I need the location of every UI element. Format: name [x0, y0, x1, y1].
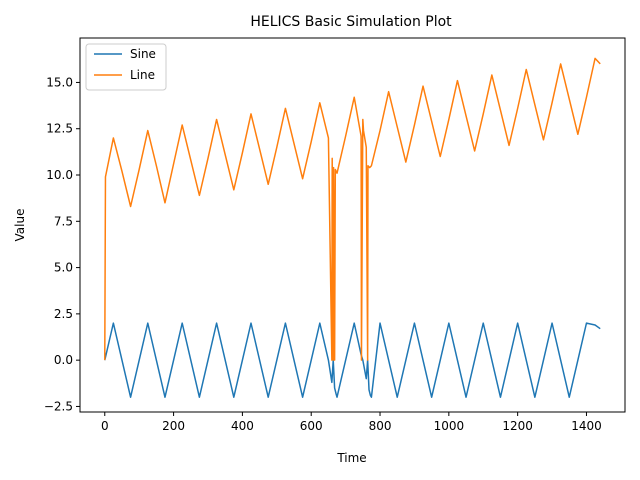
x-tick-label: 1200 [502, 419, 533, 433]
x-tick-label: 800 [369, 419, 392, 433]
x-tick-label: 0 [101, 419, 109, 433]
y-tick-label: 12.5 [46, 122, 73, 136]
y-tick-label: 15.0 [46, 75, 73, 89]
y-tick-label: 2.5 [54, 307, 73, 321]
x-tick-label: 200 [162, 419, 185, 433]
x-axis-label: Time [336, 451, 366, 465]
y-axis-label: Value [13, 209, 27, 242]
x-tick-label: 600 [300, 419, 323, 433]
axes: 0 200 400 600 800 1000 1200 1400 −2.5 0.0 2.5 5.0 7.… [44, 37, 626, 433]
legend: Sine Line [85, 43, 167, 91]
legend-line-label: Line [130, 68, 155, 82]
legend-sine-label: Sine [130, 47, 156, 61]
y-tick-label: 0.0 [54, 353, 73, 367]
x-tick-label: 400 [231, 419, 254, 433]
plot-area [104, 57, 601, 398]
y-tick-label: 10.0 [46, 168, 73, 182]
axes-frame [79, 37, 626, 413]
series-sine-line [104, 322, 601, 398]
legend-box [85, 43, 167, 91]
y-tick-label: 5.0 [54, 261, 73, 275]
x-tick-label: 1000 [434, 419, 465, 433]
x-tick-label: 1400 [571, 419, 602, 433]
y-tick-label: −2.5 [44, 399, 73, 413]
chart-title: HELICS Basic Simulation Plot [250, 14, 452, 30]
series-line-line [104, 57, 601, 361]
y-tick-label: 7.5 [54, 214, 73, 228]
